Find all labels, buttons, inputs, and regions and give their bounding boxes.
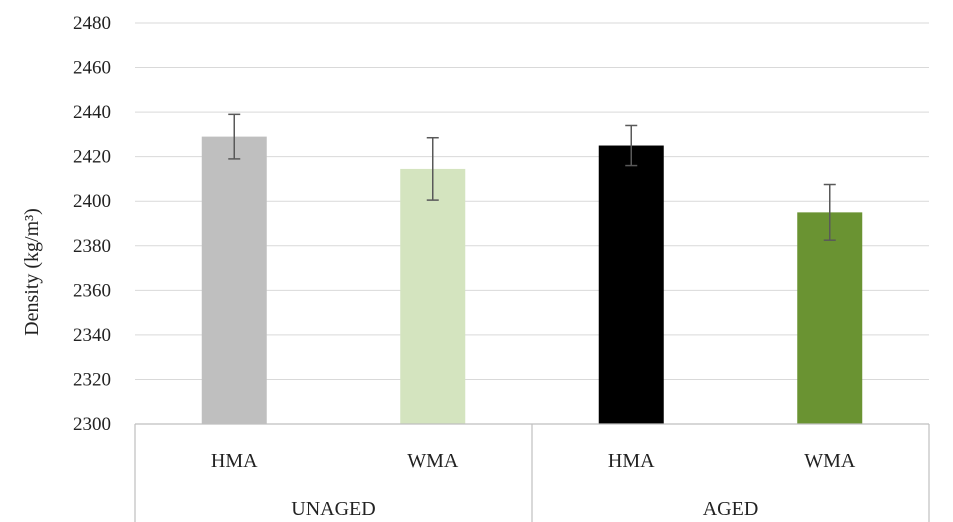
bar-3 <box>598 145 664 424</box>
y-tick-label: 2400 <box>73 191 111 212</box>
y-tick-label: 2320 <box>73 369 111 390</box>
y-tick-label: 2380 <box>73 236 111 257</box>
bar-1 <box>201 136 267 424</box>
y-axis-label: Density (kg/m³) <box>21 208 43 336</box>
y-tick-label: 2360 <box>73 280 111 301</box>
gridlines <box>135 22 929 425</box>
x-tick-label: WMA <box>407 450 459 472</box>
bar-2 <box>400 168 466 424</box>
y-tick-label: 2460 <box>73 58 111 79</box>
error-bar-3 <box>625 124 638 167</box>
group-label: UNAGED <box>291 498 375 520</box>
y-tick-label: 2440 <box>73 102 111 123</box>
y-tick-label: 2420 <box>73 147 111 168</box>
y-tick-label: 2340 <box>73 325 111 346</box>
error-bars <box>228 113 836 241</box>
x-axis: HMA WMA HMA WMA UNAGED AGED <box>134 423 930 522</box>
x-tick-label: HMA <box>211 450 258 472</box>
y-tick-label: 2480 <box>73 13 111 34</box>
error-bar-1 <box>228 113 241 160</box>
error-bar-2 <box>426 136 439 201</box>
x-tick-label: WMA <box>804 450 856 472</box>
y-axis-ticks: 2300 2320 2340 2360 2380 2400 2420 2440 2460 2480 <box>73 13 111 435</box>
bars <box>201 136 863 424</box>
y-tick-label: 2300 <box>73 414 111 435</box>
x-tick-label: HMA <box>608 450 655 472</box>
group-label: AGED <box>703 498 759 520</box>
error-bar-4 <box>823 183 836 241</box>
bar-4 <box>797 212 863 424</box>
